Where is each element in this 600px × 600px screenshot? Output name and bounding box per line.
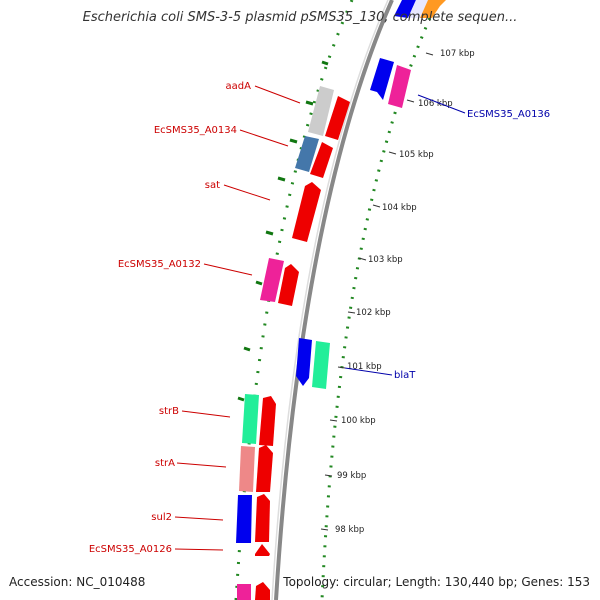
feature-a0134-steel: [295, 136, 319, 172]
feature-top-orange: [420, 0, 446, 18]
feature-stra-red: [256, 445, 273, 492]
gene-label-a0126: EcSMS35_A0126: [89, 544, 172, 555]
feature-aada-red: [325, 96, 350, 140]
feature-blat-green: [312, 341, 330, 389]
feature-stra-salmon: [239, 446, 255, 492]
feature-sul2-red: [255, 494, 270, 542]
feature-top-white: [408, 0, 428, 18]
gene-label-blat: blaT: [394, 370, 416, 381]
feature-bottom-pink: [237, 584, 251, 600]
tick-label: 99 kbp: [337, 471, 366, 481]
gene-labels-left: aadA EcSMS35_A0134 sat EcSMS35_A0132 str…: [89, 81, 251, 555]
gene-label-a0132: EcSMS35_A0132: [118, 259, 201, 270]
features-outer: [296, 58, 411, 389]
feature-sat-red: [292, 182, 321, 242]
feature-a0136-pink: [388, 65, 411, 108]
backbone-ring-highlight: [271, 0, 389, 600]
gene-label-a0134: EcSMS35_A0134: [154, 125, 237, 136]
tick-marks: [320, 52, 434, 531]
gene-labels-right: EcSMS35_A0136 blaT: [394, 109, 550, 381]
tick-label: 106 kbp: [418, 99, 453, 109]
accession-label: Accession: NC_010488: [9, 575, 146, 589]
tick-labels: 107 kbp 106 kbp 105 kbp 104 kbp 103 kbp …: [335, 49, 475, 535]
feature-top-blue: [394, 0, 416, 18]
gene-label-stra: strA: [155, 458, 175, 469]
feature-a0136-blue: [370, 58, 394, 100]
tick-label: 100 kbp: [341, 416, 376, 426]
tick-label: 102 kbp: [356, 308, 391, 318]
gene-label-sul2: sul2: [151, 512, 172, 523]
gene-label-sat: sat: [205, 180, 220, 191]
gc-skew-marks: [237, 60, 329, 402]
leader-lines-left: [174, 85, 301, 551]
feature-blat-blue: [296, 338, 312, 386]
feature-a0134-red: [310, 142, 333, 178]
gene-label-a0136: EcSMS35_A0136: [467, 109, 550, 120]
tick-label: 98 kbp: [335, 525, 364, 535]
tick-label: 105 kbp: [399, 150, 434, 160]
leader-lines-right: [344, 94, 466, 376]
feature-bottom-red: [255, 582, 270, 600]
gene-label-strb: strB: [159, 406, 179, 417]
backbone-ring: [274, 0, 394, 600]
tick-label: 101 kbp: [347, 362, 382, 372]
feature-strb-red: [259, 396, 276, 446]
feature-a0132-pink: [260, 258, 284, 302]
feature-a0126-red: [255, 544, 270, 556]
tick-label: 107 kbp: [440, 49, 475, 59]
feature-a0132-red: [278, 264, 299, 306]
feature-aada-grey: [308, 86, 334, 136]
feature-strb-green: [242, 394, 259, 444]
tick-label: 103 kbp: [368, 255, 403, 265]
map-title: Escherichia coli SMS-3-5 plasmid pSMS35_…: [82, 10, 518, 25]
gc-ring-inner: [234, 0, 354, 600]
topology-summary: Topology: circular; Length: 130,440 bp; …: [283, 575, 590, 589]
features-top: [394, 0, 446, 18]
feature-sul2-blue: [236, 495, 252, 543]
features-inner: [236, 86, 350, 600]
tick-label: 104 kbp: [382, 203, 417, 213]
gene-label-aada: aadA: [226, 81, 252, 92]
